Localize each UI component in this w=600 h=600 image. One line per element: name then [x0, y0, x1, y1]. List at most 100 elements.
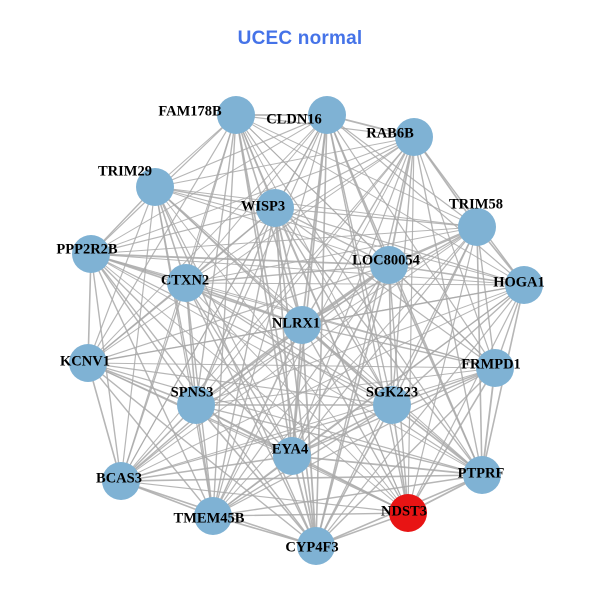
graph-edge — [90, 114, 328, 255]
graph-edge — [90, 253, 525, 286]
graph-edge — [154, 186, 525, 286]
graph-edge — [185, 264, 390, 284]
graph-edge — [87, 362, 122, 482]
graph-edge — [87, 362, 409, 514]
graph-node-ppp2r2b[interactable] — [72, 235, 110, 273]
graph-edge — [120, 404, 393, 482]
graph-edge — [301, 136, 415, 326]
graph-edge — [315, 284, 525, 547]
graph-edge — [476, 226, 496, 369]
graph-node-hoga1[interactable] — [505, 266, 543, 304]
graph-edge — [195, 367, 496, 406]
graph-edge — [185, 282, 303, 326]
graph-edge — [391, 284, 525, 406]
graph-edge — [301, 324, 317, 547]
graph-edge — [120, 455, 293, 482]
graph-node-tmem45b[interactable] — [194, 497, 232, 535]
graph-edge — [154, 186, 276, 209]
graph-node-spns3[interactable] — [177, 386, 215, 424]
graph-edge — [90, 253, 197, 406]
graph-edge — [212, 512, 409, 517]
graph-edge — [87, 324, 303, 364]
graph-edge — [326, 114, 478, 228]
graph-node-trim29[interactable] — [136, 168, 174, 206]
graph-node-cldn16[interactable] — [308, 96, 346, 134]
graph-edge — [274, 207, 393, 406]
graph-edge — [185, 226, 478, 284]
graph-edge — [274, 207, 525, 286]
graph-edge — [87, 362, 393, 406]
graph-node-loc80054[interactable] — [370, 246, 408, 284]
graph-edge — [315, 404, 393, 547]
graph-node-kcnv1[interactable] — [69, 344, 107, 382]
graph-edge — [274, 207, 496, 369]
graph-node-fam178b[interactable] — [217, 96, 255, 134]
graph-edge — [212, 114, 237, 517]
graph-edge — [87, 362, 197, 406]
figure-title: UCEC normal — [237, 28, 363, 49]
graph-edge — [291, 226, 478, 457]
graph-node-sgk223[interactable] — [373, 386, 411, 424]
graph-node-bcas3[interactable] — [102, 462, 140, 500]
graph-edge — [87, 114, 237, 364]
graph-edge — [274, 207, 293, 457]
graph-edge — [407, 226, 478, 514]
graph-edge — [391, 226, 478, 406]
graph-edge — [315, 114, 328, 547]
graph-edge — [413, 136, 483, 476]
graph-node-ctxn2[interactable] — [167, 264, 205, 302]
graph-edge — [120, 480, 409, 514]
graph-node-frmpd1[interactable] — [476, 349, 514, 387]
graph-edge — [235, 114, 478, 228]
graph-node-ptprf[interactable] — [463, 456, 501, 494]
edge-layer — [87, 114, 525, 547]
graph-edge — [391, 404, 483, 476]
graph-edge — [185, 282, 293, 457]
graph-edge — [120, 186, 156, 482]
graph-edge — [274, 207, 303, 326]
graph-edge — [413, 136, 496, 369]
graph-edge — [90, 253, 483, 476]
graph-edge — [212, 207, 276, 517]
graph-edge — [388, 136, 415, 266]
graph-edge — [315, 367, 496, 547]
graph-edge — [388, 264, 525, 286]
graph-edge — [274, 207, 478, 228]
graph-edge — [87, 362, 483, 476]
graph-node-cyp4f3[interactable] — [297, 527, 335, 565]
graph-edge — [301, 324, 409, 514]
graph-edge — [212, 226, 478, 517]
graph-edge — [291, 455, 483, 476]
graph-edge — [326, 114, 393, 406]
graph-edge — [195, 404, 317, 547]
graph-edge — [87, 362, 496, 369]
graph-edge — [154, 114, 328, 188]
graph-edge — [326, 114, 496, 369]
graph-node-nlrx1[interactable] — [283, 306, 321, 344]
graph-node-eya4[interactable] — [273, 437, 311, 475]
graph-edge — [87, 186, 156, 364]
graph-node-ndst3[interactable] — [389, 494, 427, 532]
graph-edge — [87, 362, 214, 517]
graph-edge — [326, 114, 525, 286]
graph-edge — [235, 114, 525, 286]
graph-edge — [212, 264, 390, 517]
graph-edge — [291, 455, 409, 514]
graph-edge — [90, 253, 409, 514]
graph-edge — [195, 114, 237, 406]
graph-edge — [301, 324, 496, 369]
graph-node-trim58[interactable] — [458, 208, 496, 246]
graph-edge — [87, 282, 187, 364]
graph-edge — [407, 284, 525, 514]
graph-edge — [476, 226, 483, 476]
graph-edge — [185, 282, 525, 286]
graph-node-rab6b[interactable] — [395, 118, 433, 156]
graph-edge — [195, 404, 483, 476]
graph-edge — [154, 186, 317, 547]
graph-node-wisp3[interactable] — [256, 189, 294, 227]
graph-edge — [120, 264, 390, 482]
graph-edge — [274, 207, 317, 547]
graph-edge — [120, 474, 483, 482]
